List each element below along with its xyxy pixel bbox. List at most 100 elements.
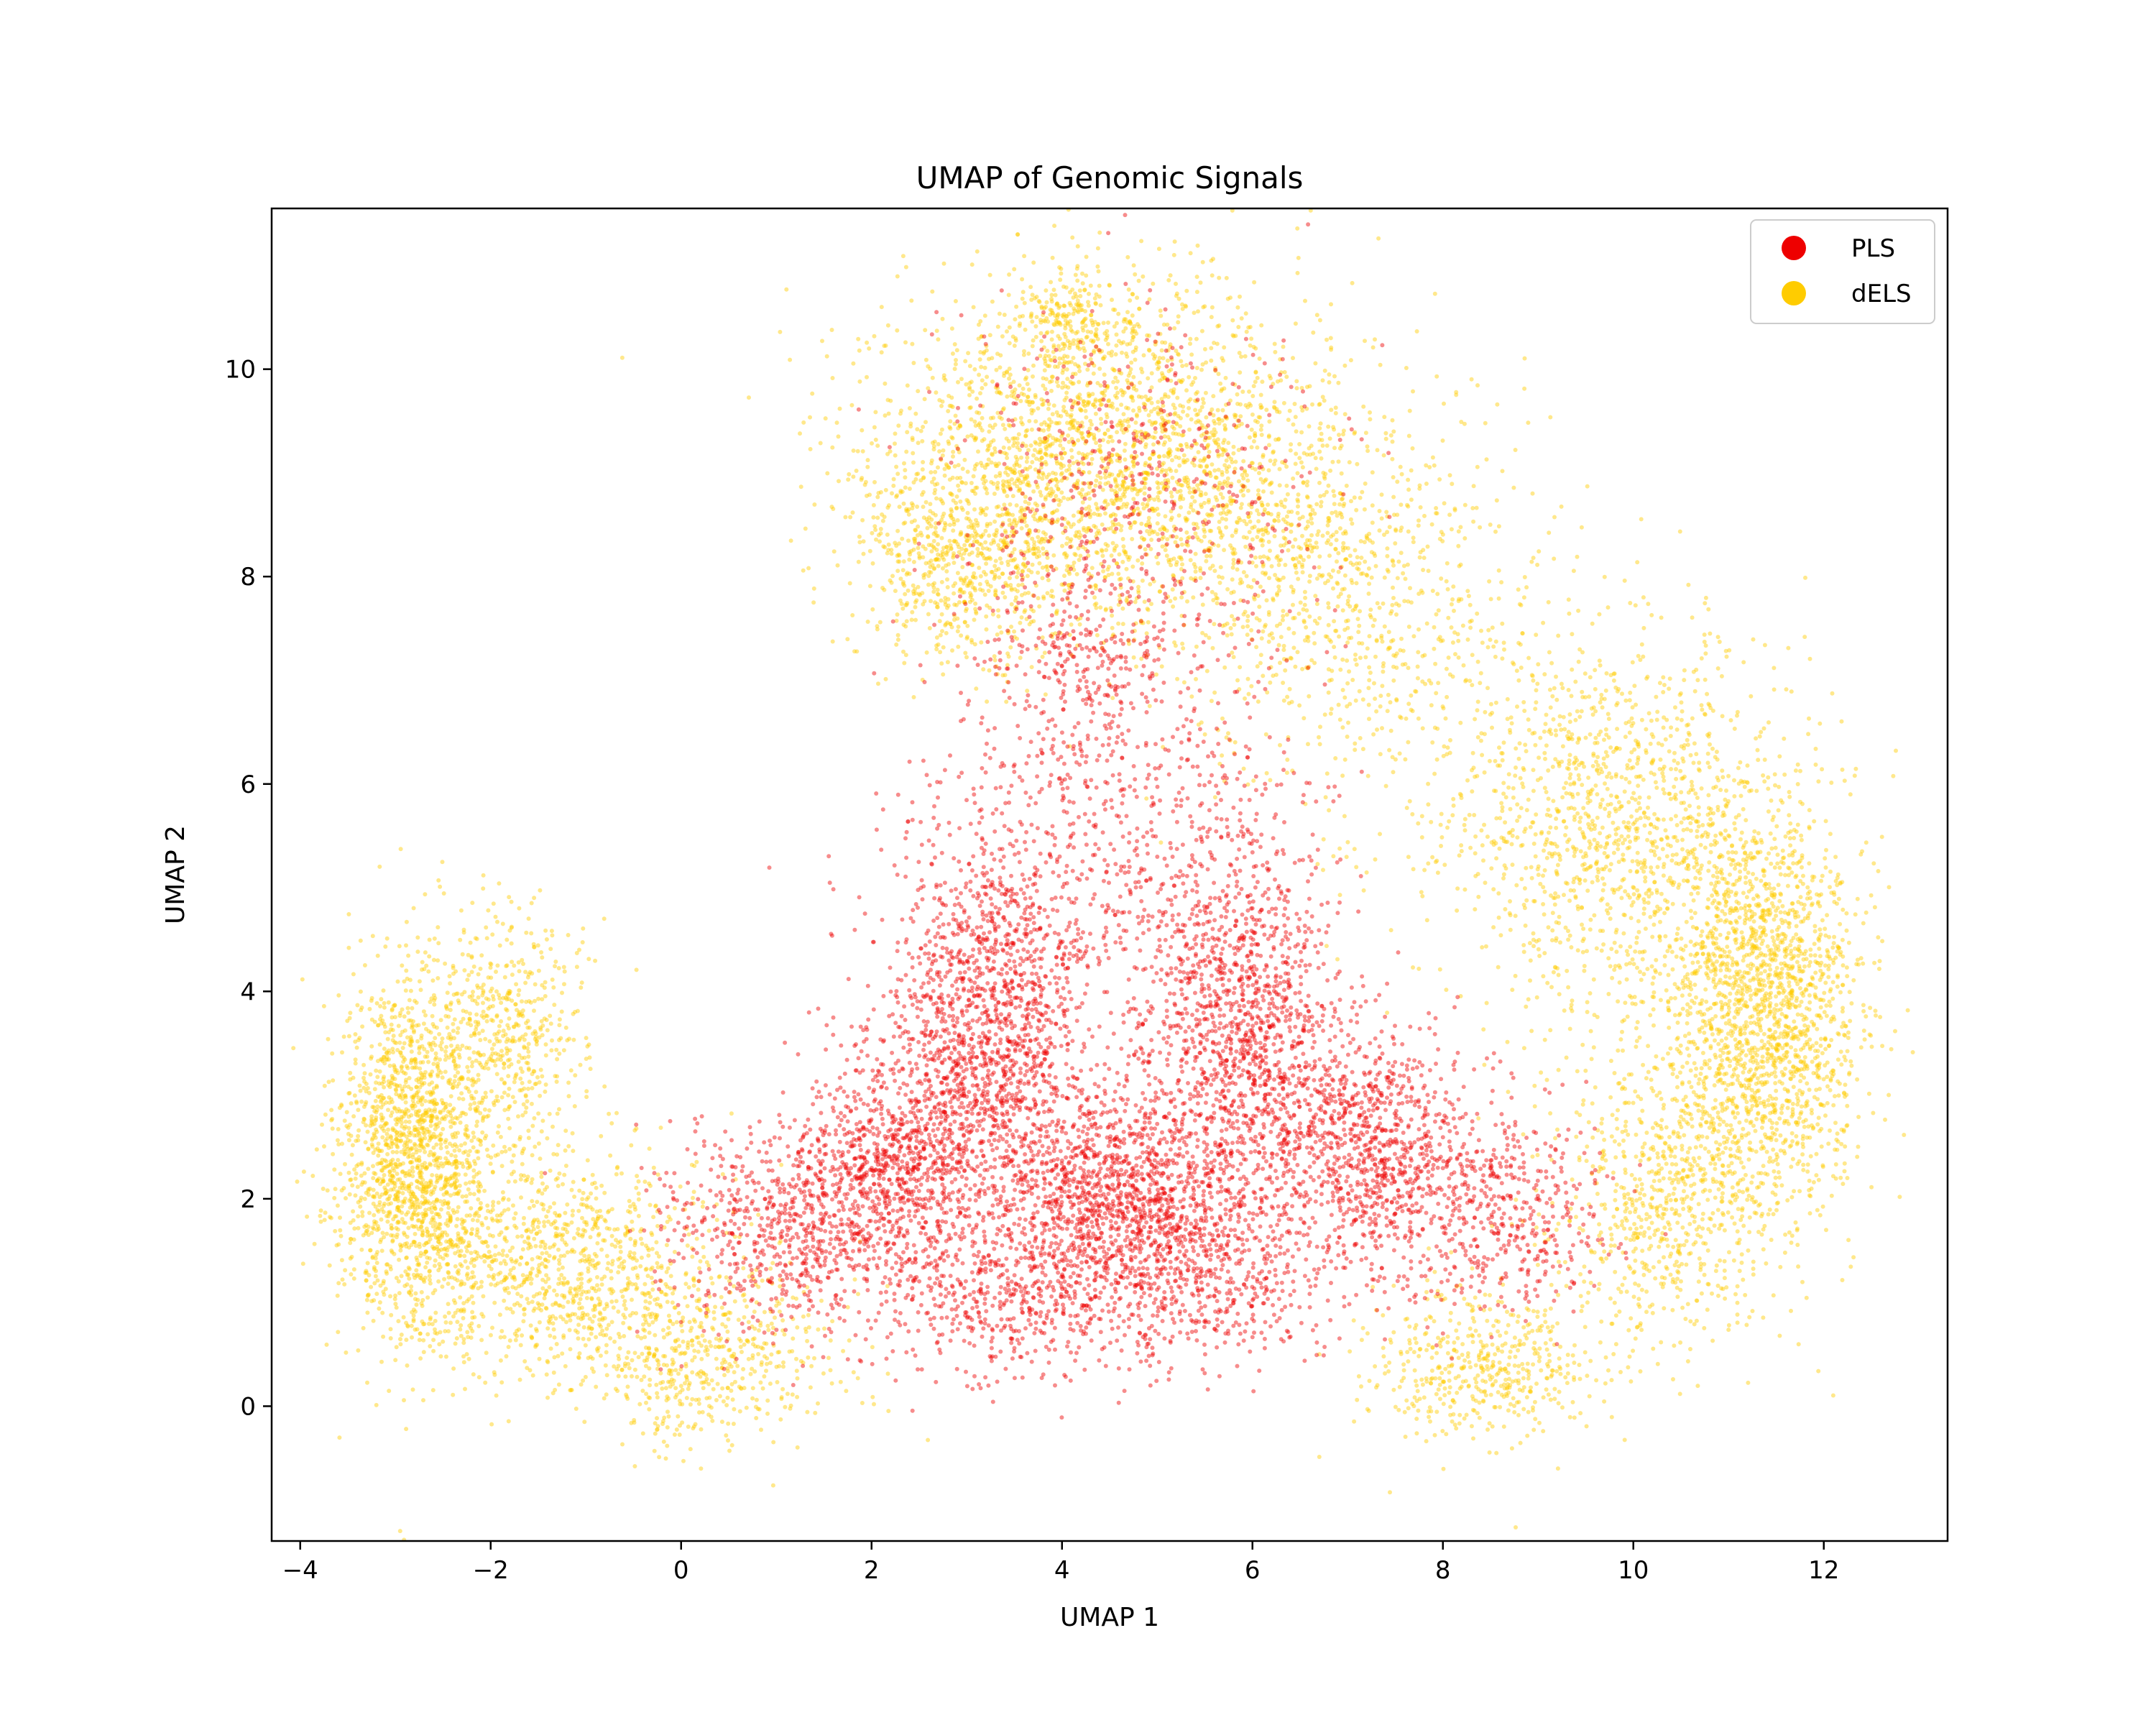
data-point bbox=[454, 1191, 459, 1196]
data-point bbox=[421, 1338, 426, 1343]
data-point bbox=[632, 1420, 637, 1425]
data-point bbox=[1687, 1005, 1692, 1010]
data-point bbox=[603, 1363, 608, 1368]
data-point bbox=[530, 1086, 535, 1090]
data-point bbox=[499, 1049, 504, 1054]
data-point bbox=[1829, 1038, 1834, 1042]
data-point bbox=[415, 1327, 420, 1332]
data-point bbox=[330, 1051, 335, 1056]
data-point bbox=[417, 1262, 422, 1267]
data-point bbox=[326, 1036, 331, 1041]
data-point bbox=[1796, 1264, 1801, 1269]
data-point bbox=[632, 1205, 637, 1210]
data-point bbox=[1753, 1128, 1758, 1133]
data-point bbox=[745, 1304, 749, 1309]
data-point bbox=[413, 1243, 418, 1248]
data-point bbox=[397, 1013, 402, 1018]
data-point bbox=[526, 1246, 531, 1251]
data-point bbox=[1846, 1036, 1851, 1040]
data-point bbox=[493, 914, 498, 919]
data-point bbox=[478, 1052, 483, 1057]
data-point bbox=[467, 1149, 472, 1154]
data-point bbox=[636, 1197, 641, 1202]
data-point bbox=[462, 1225, 467, 1230]
data-point bbox=[473, 998, 478, 1003]
data-point bbox=[1777, 1035, 1782, 1040]
data-point bbox=[458, 937, 463, 942]
data-point bbox=[1871, 861, 1876, 866]
data-point bbox=[551, 985, 556, 990]
data-point bbox=[395, 1196, 400, 1201]
data-point bbox=[668, 1274, 673, 1279]
data-point bbox=[1782, 855, 1787, 860]
data-point bbox=[770, 1483, 775, 1488]
data-point bbox=[700, 1333, 705, 1338]
data-point bbox=[597, 1317, 602, 1322]
data-point bbox=[575, 1008, 580, 1013]
data-point bbox=[517, 988, 522, 993]
data-point bbox=[355, 1003, 360, 1008]
data-point bbox=[448, 981, 453, 986]
data-point bbox=[423, 1108, 428, 1113]
data-point bbox=[841, 1348, 846, 1353]
data-point bbox=[339, 1103, 344, 1108]
data-point bbox=[686, 1346, 690, 1351]
data-point bbox=[525, 1366, 530, 1371]
data-point bbox=[430, 1388, 436, 1393]
data-point bbox=[655, 1172, 660, 1177]
data-point bbox=[1811, 1179, 1816, 1184]
data-point bbox=[777, 1309, 782, 1314]
data-point bbox=[1714, 1140, 1718, 1145]
data-point bbox=[457, 1183, 462, 1188]
data-point bbox=[548, 1333, 553, 1338]
data-point bbox=[1798, 895, 1803, 900]
data-point bbox=[666, 1325, 671, 1330]
data-point bbox=[643, 1299, 648, 1304]
data-point bbox=[463, 1141, 467, 1146]
data-point bbox=[461, 1337, 466, 1342]
data-point bbox=[699, 1427, 704, 1432]
data-point bbox=[465, 1330, 470, 1335]
data-point bbox=[412, 1030, 416, 1035]
data-point bbox=[365, 1293, 370, 1298]
data-point bbox=[1745, 1188, 1750, 1193]
data-point bbox=[1823, 926, 1828, 932]
data-point bbox=[1824, 1003, 1829, 1008]
data-point bbox=[421, 1184, 426, 1189]
data-point bbox=[626, 1283, 631, 1288]
data-point bbox=[1658, 998, 1663, 1003]
data-point bbox=[1761, 873, 1766, 878]
data-point bbox=[471, 1179, 476, 1184]
data-point bbox=[369, 1299, 374, 1304]
data-point bbox=[484, 1351, 489, 1356]
data-point bbox=[1823, 856, 1828, 861]
data-point bbox=[374, 1118, 378, 1122]
data-point bbox=[395, 1232, 400, 1237]
data-point bbox=[1812, 875, 1817, 880]
data-point bbox=[1818, 968, 1823, 973]
data-point bbox=[662, 1415, 667, 1420]
data-point bbox=[492, 1253, 497, 1258]
data-point bbox=[1798, 1111, 1803, 1116]
data-point bbox=[454, 1336, 459, 1340]
data-point bbox=[1774, 965, 1779, 970]
data-point bbox=[721, 1399, 726, 1404]
data-point bbox=[686, 1232, 691, 1237]
data-point bbox=[423, 950, 428, 955]
data-point bbox=[609, 1262, 614, 1266]
data-point bbox=[557, 1023, 562, 1028]
data-point bbox=[388, 1327, 393, 1332]
data-point bbox=[339, 1258, 344, 1263]
data-point bbox=[331, 1151, 336, 1156]
data-point bbox=[515, 1301, 520, 1306]
data-point bbox=[699, 1380, 704, 1385]
data-point bbox=[746, 1356, 751, 1361]
data-point bbox=[462, 1254, 467, 1259]
data-point bbox=[388, 1080, 393, 1085]
data-point bbox=[844, 1389, 849, 1394]
data-point bbox=[432, 1002, 437, 1007]
data-point bbox=[458, 1120, 463, 1125]
data-point bbox=[451, 1021, 456, 1026]
data-point bbox=[1774, 1088, 1779, 1093]
data-point bbox=[542, 1296, 547, 1301]
